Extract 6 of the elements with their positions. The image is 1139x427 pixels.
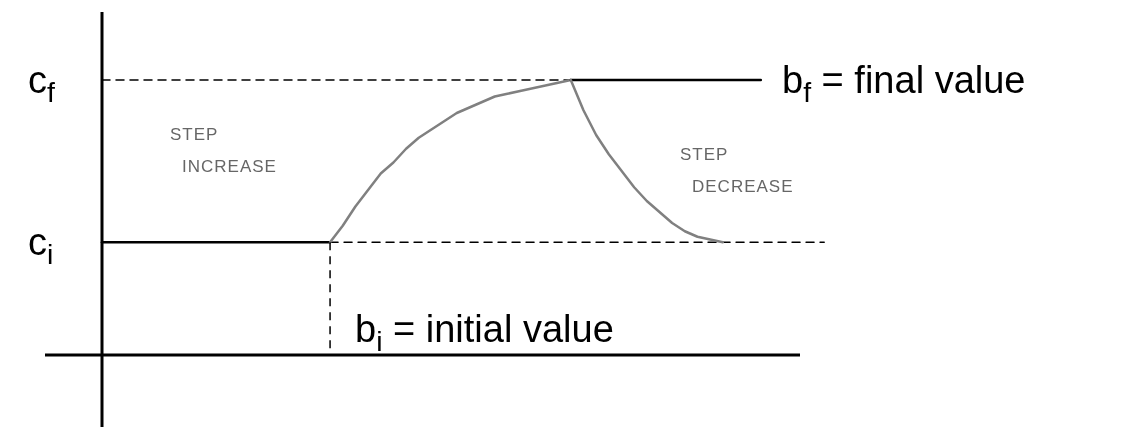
annotation: b$_{i}$ = initial value — [355, 308, 614, 357]
annotation: STEP INCREASE — [170, 125, 277, 177]
annotation: b$_{f}$ = final value — [782, 59, 1026, 108]
annotation: STEP DECREASE — [680, 145, 794, 197]
text: c$_{i}$ — [28, 221, 54, 270]
text: c$_{f}$ — [28, 59, 55, 108]
